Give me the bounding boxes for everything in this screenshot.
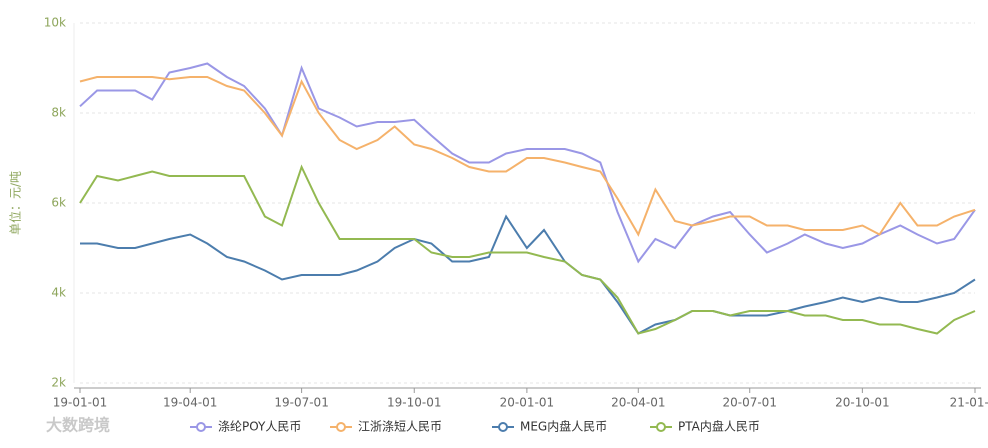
x-tick-label: 20-01-01 (500, 396, 554, 410)
y-tick-label: 4k (51, 286, 66, 300)
x-tick-label: 19-01-01 (53, 396, 107, 410)
legend-marker[interactable] (336, 422, 346, 432)
series-line (79, 62, 976, 264)
y-tick-label: 10k (44, 16, 66, 30)
legend-marker[interactable] (498, 422, 508, 432)
legend-marker[interactable] (196, 422, 206, 432)
watermark: 大数跨境 (46, 416, 110, 435)
series-line (79, 164, 976, 335)
legend-label[interactable]: PTA内盘人民币 (678, 419, 760, 434)
x-tick-label: 20-07-01 (722, 396, 776, 410)
y-tick-label: 8k (51, 106, 66, 120)
x-tick-label: 20-04-01 (611, 396, 665, 410)
x-tick-label: 21-01-... (950, 396, 988, 410)
x-tick-label: 19-07-01 (274, 396, 328, 410)
y-tick-label: 2k (51, 376, 66, 390)
legend-label[interactable]: 涤纶POY人民币 (218, 420, 301, 434)
series-line (80, 214, 976, 335)
legend-label[interactable]: 江浙涤短人民币 (358, 420, 442, 434)
y-tick-label: 6k (51, 196, 66, 210)
y-axis-label: 单位：元/吨 (8, 171, 23, 235)
series-line (79, 76, 976, 237)
x-tick-label: 19-10-01 (387, 396, 441, 410)
legend-marker[interactable] (656, 422, 666, 432)
x-tick-label: 19-04-01 (163, 396, 217, 410)
x-tick-label: 20-10-01 (835, 396, 889, 410)
legend-label[interactable]: MEG内盘人民币 (520, 419, 607, 434)
